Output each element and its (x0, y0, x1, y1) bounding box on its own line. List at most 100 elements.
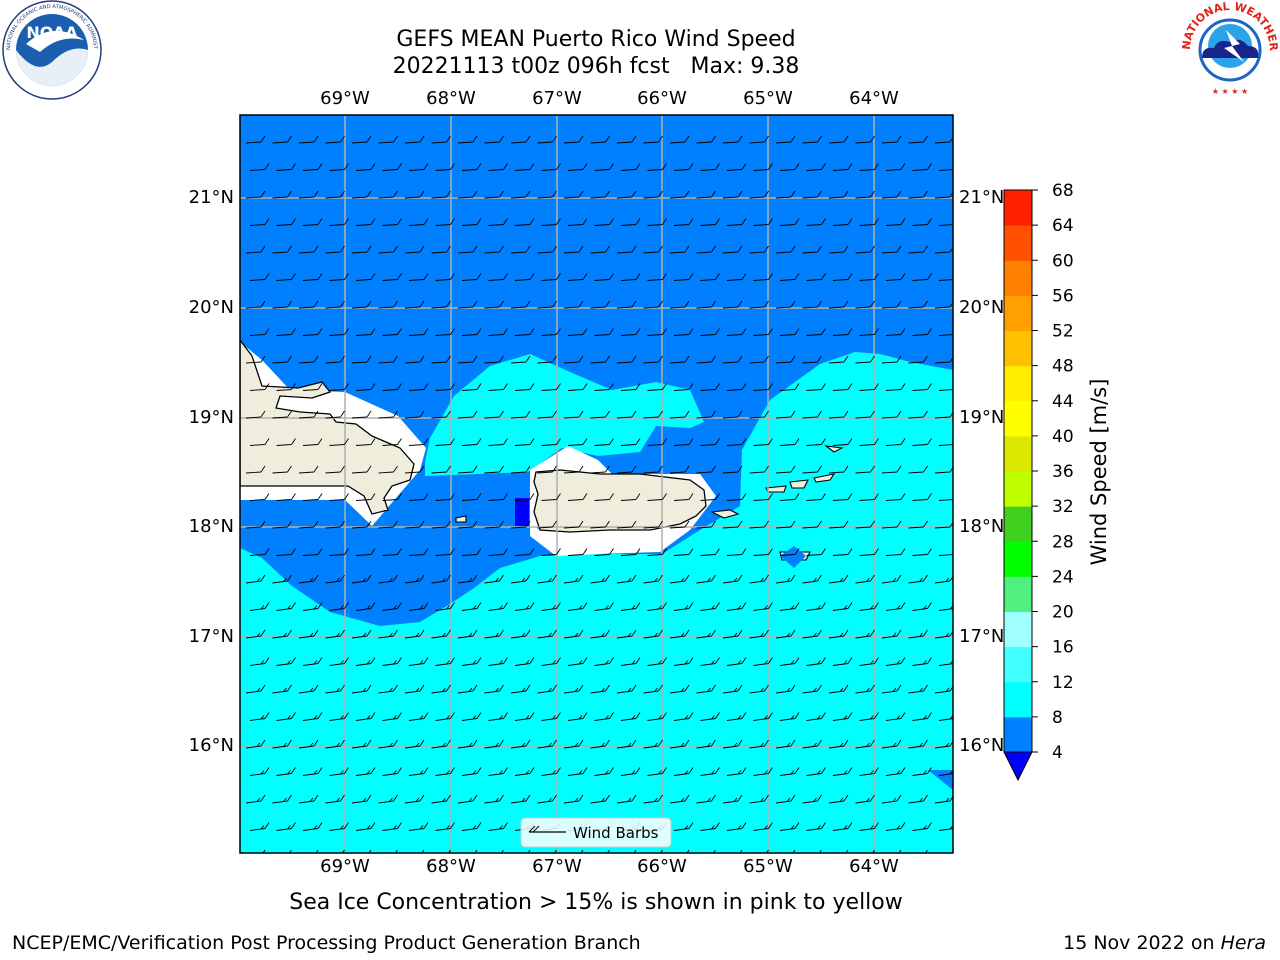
wind-barb (722, 629, 743, 639)
wind-barb (802, 629, 822, 639)
wind-barb (298, 574, 319, 584)
wind-barb (408, 438, 429, 446)
wind-barb (643, 135, 663, 144)
wind-barb (912, 548, 932, 556)
wind-barb (700, 767, 720, 776)
wind-barb (276, 163, 296, 171)
wind-barb (484, 684, 504, 694)
wind-barb (908, 135, 928, 144)
lat-label-right: 17°N (959, 626, 1005, 647)
lat-label-left: 21°N (188, 187, 234, 208)
wind-barb (461, 602, 482, 611)
wind-barb (272, 300, 292, 309)
wind-barb (669, 245, 690, 254)
wind-barb (700, 822, 720, 831)
wind-barb (461, 438, 482, 446)
wind-barb (859, 218, 879, 226)
wind-barb (673, 383, 694, 391)
wind-barb (537, 739, 557, 749)
wind-barb (806, 493, 826, 501)
wind-barb (563, 245, 584, 254)
wind-barb (855, 135, 875, 144)
wind-barb (673, 548, 694, 556)
wind-barb (881, 629, 902, 639)
wind-barb (669, 739, 690, 749)
wind-barb (881, 739, 902, 749)
wind-barb (567, 493, 588, 501)
wind-barb (325, 300, 345, 309)
wind-barb (484, 135, 504, 144)
lon-label-top: 68°W (426, 88, 476, 109)
wind-barb (806, 218, 826, 226)
wind-barb (461, 163, 482, 171)
wind-barb (355, 383, 376, 391)
wind-barb (245, 739, 266, 749)
wind-barb (245, 300, 266, 309)
wind-barb (647, 163, 667, 171)
colorbar-tick-label: 20 (1052, 603, 1074, 623)
wind-barb (779, 328, 800, 336)
wind-barb (351, 300, 372, 309)
wind-barb (832, 273, 853, 281)
wind-barb (753, 273, 773, 281)
wind-barb (461, 712, 482, 721)
wind-barb (329, 493, 349, 501)
wind-barb (431, 794, 451, 804)
colorbar-swatch (1004, 365, 1032, 402)
wind-barb (276, 383, 296, 391)
wind-barb (355, 493, 376, 501)
wind-barb (647, 438, 667, 446)
wind-barb (855, 739, 875, 749)
wind-barb (461, 218, 482, 226)
wind-barb (408, 163, 429, 171)
wind-barb (832, 438, 853, 446)
wind-barb (408, 657, 429, 666)
wind-barb (775, 135, 796, 144)
wind-barb (298, 190, 319, 199)
wind-barb (908, 739, 928, 749)
wind-barb (828, 574, 849, 584)
wind-barb (855, 300, 875, 309)
wind-barb (408, 218, 429, 226)
wind-barb (435, 328, 455, 336)
wind-barb (276, 548, 296, 556)
wind-barb (431, 739, 451, 749)
wind-barb (249, 218, 270, 226)
wind-barb (832, 493, 853, 501)
wind-barb (245, 465, 266, 474)
wind-barb (934, 466, 953, 474)
wind-barb (541, 218, 561, 226)
wind-barb (802, 245, 822, 254)
wind-barb (382, 383, 402, 391)
wind-barb (245, 190, 266, 199)
wind-barb (775, 684, 796, 694)
wind-barb (457, 739, 478, 749)
wind-barb (590, 465, 610, 474)
wind-barb (435, 548, 455, 556)
wind-barb (404, 739, 425, 749)
wind-barb (620, 383, 641, 391)
lon-label-top: 66°W (637, 88, 687, 109)
wind-barb (881, 410, 902, 419)
wind-barb (404, 794, 425, 804)
wind-barb (245, 355, 266, 364)
wind-barb (643, 245, 663, 254)
wind-barb (855, 684, 875, 694)
wind-barb (541, 767, 561, 776)
wind-barb (700, 548, 720, 556)
wind-barb (594, 602, 614, 611)
wind-barb (484, 574, 504, 584)
wind-barb (276, 767, 296, 776)
wind-barb (404, 135, 425, 144)
wind-barb (594, 328, 614, 336)
wind-barb (620, 493, 641, 501)
wind-barb (329, 273, 349, 281)
wind-barb (700, 163, 720, 171)
wind-barb (806, 602, 826, 611)
wind-barb (298, 355, 319, 364)
wind-barb (351, 135, 372, 144)
wind-barb (859, 163, 879, 171)
wind-barb (355, 273, 376, 281)
wind-barb (885, 383, 906, 391)
wind-barb (302, 328, 323, 336)
